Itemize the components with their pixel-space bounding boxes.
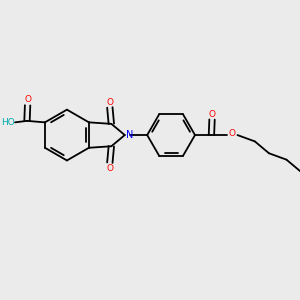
Text: O: O: [106, 98, 113, 106]
Text: N: N: [126, 130, 133, 140]
Text: O: O: [24, 95, 31, 104]
Text: O: O: [208, 110, 215, 118]
Text: O: O: [229, 129, 236, 138]
Text: HO: HO: [1, 118, 14, 127]
Text: O: O: [106, 164, 113, 172]
